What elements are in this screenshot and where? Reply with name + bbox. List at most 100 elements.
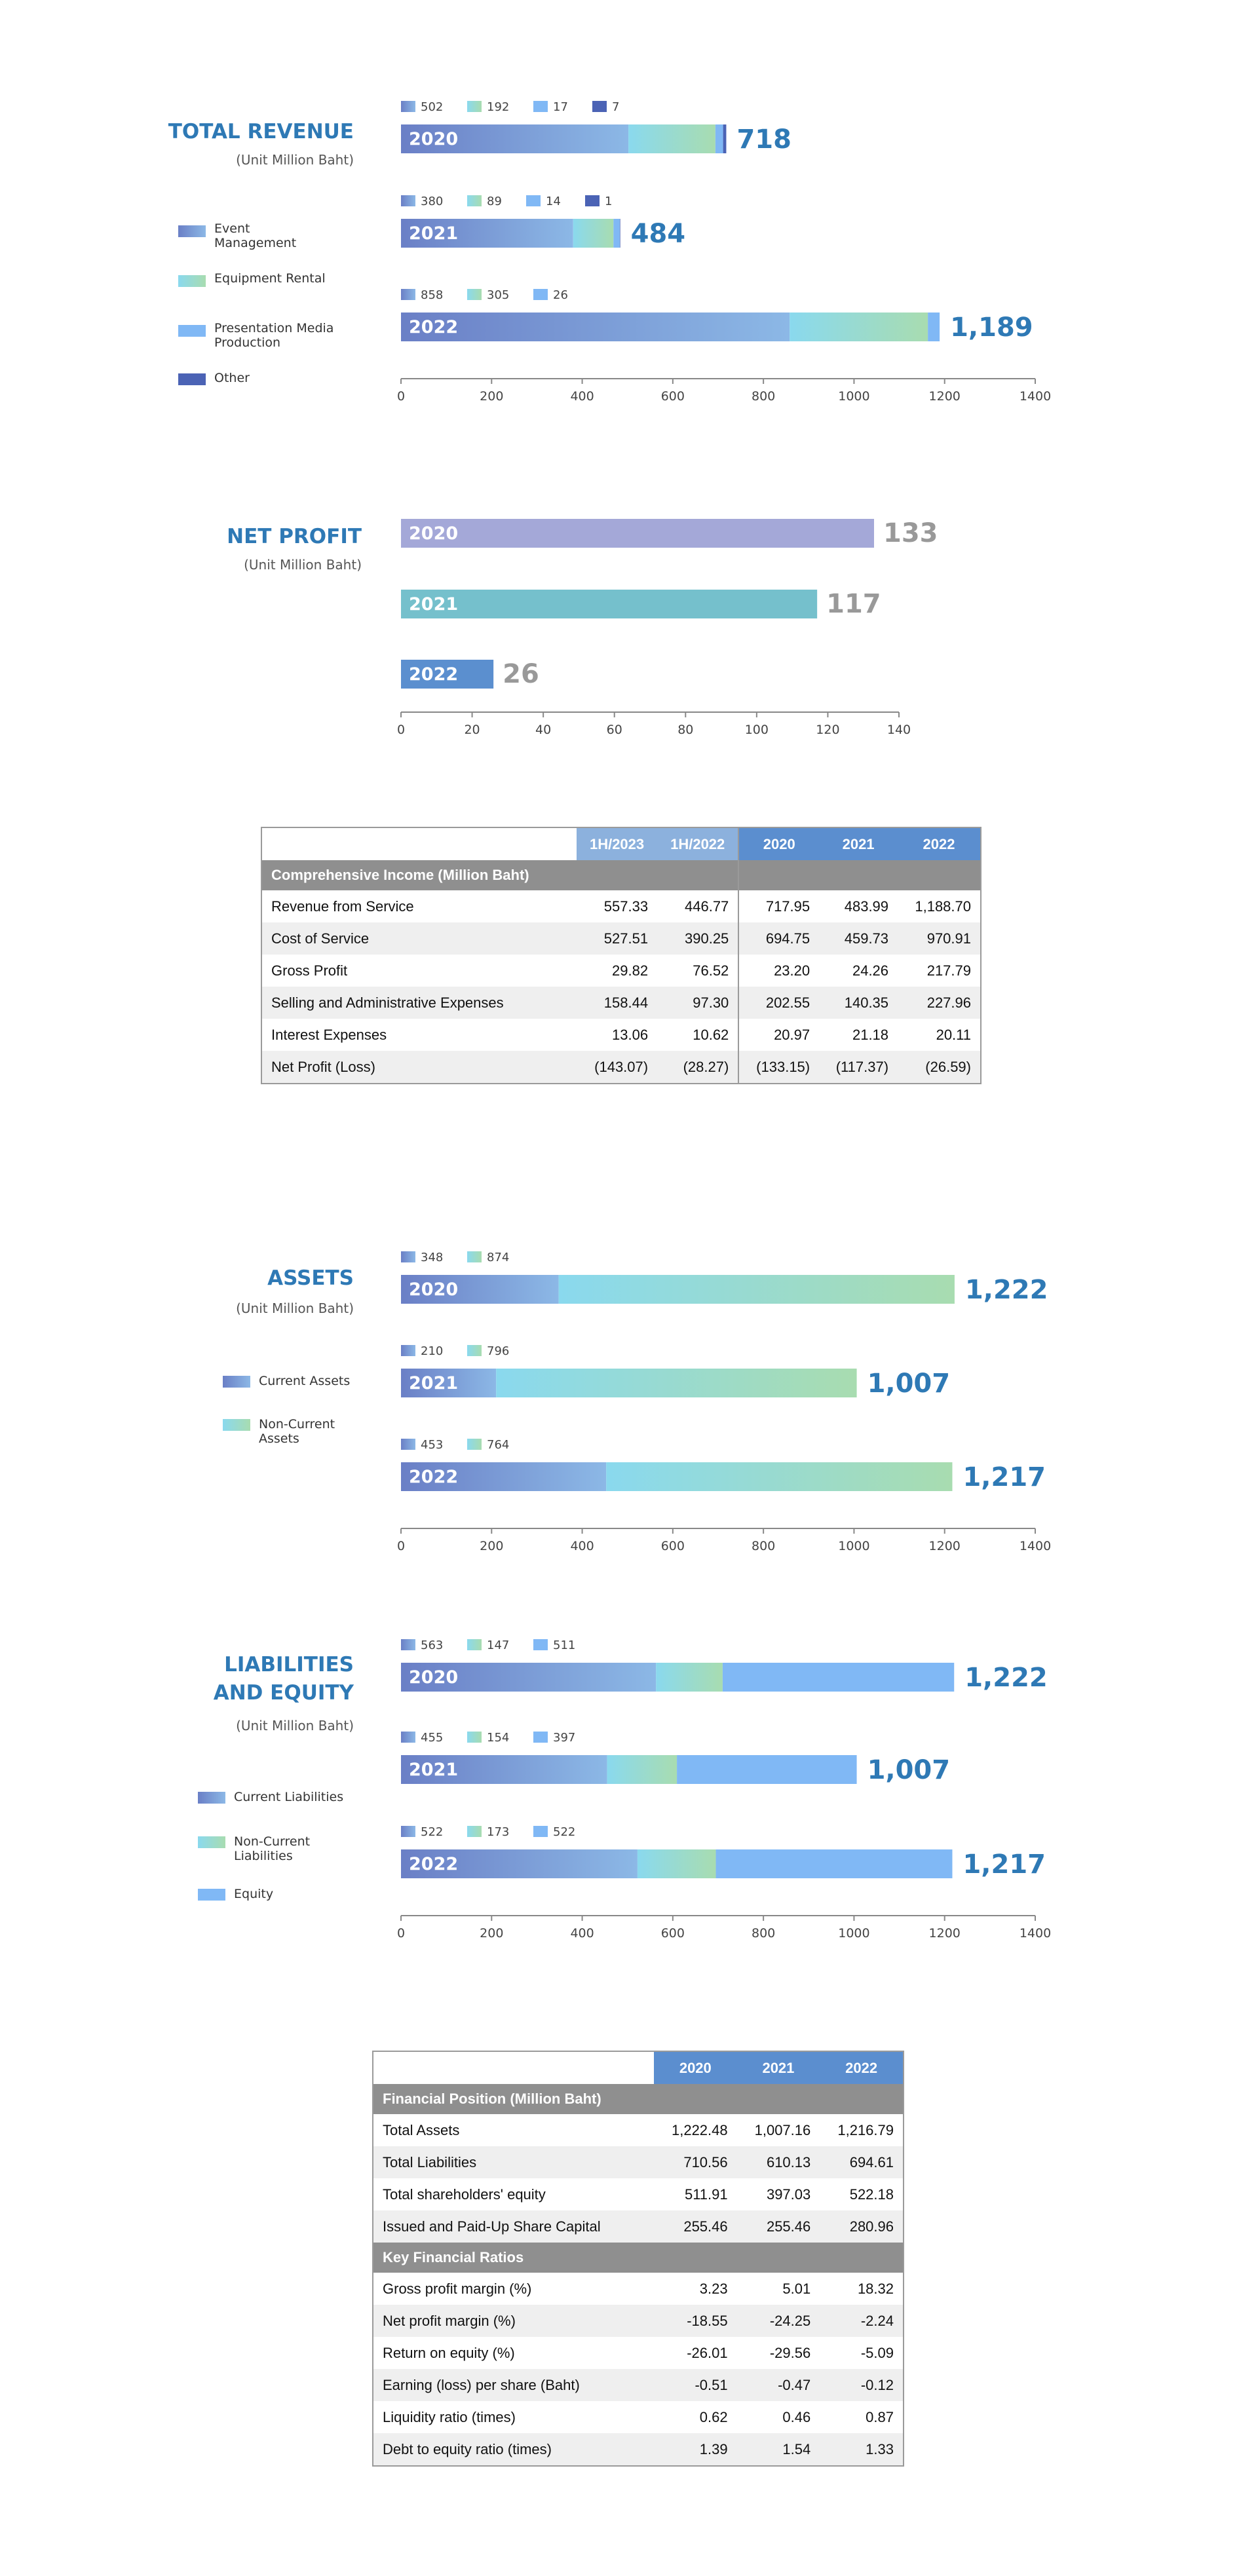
x-tick-label: 1400 [1020,1539,1051,1553]
mini-legend-swatch [467,1732,482,1743]
x-tick-label: 120 [816,723,839,737]
assets-chart: 348 874 2020 1,222 210 796 2021 1,007 453 764 2022… [397,1251,1051,1553]
col-2022: 2022 [898,827,981,860]
mini-legend-swatch [533,1639,548,1650]
bar-segment [401,219,573,248]
x-tick-label: 20 [464,723,480,737]
mini-legend-value: 14 [546,195,561,208]
bar-segment [656,1663,723,1692]
table-row: Gross profit margin (%) 3.23 5.01 18.32 [383,2280,894,2297]
mini-legend-value: 7 [612,100,619,114]
col-2021: 2021 [736,2051,820,2084]
bar-category-label: 2020 [409,523,458,544]
mini-legend-swatch [401,1439,415,1450]
table-row: Total Liabilities 710.56 610.13 694.61 [373,2146,904,2178]
table-row: Cost of Service 527.51 390.25 694.75 459.73 9… [261,922,981,955]
x-tick-label: 1400 [1020,389,1051,404]
bar-total-label: 1,007 [867,1369,951,1399]
section-row: Key Financial Ratios [373,2243,904,2273]
table-row: Interest Expenses 13.06 10.62 20.97 21.18 20.… [261,1019,981,1051]
x-tick-label: 1000 [838,1539,869,1553]
mini-legend-value: 154 [487,1731,509,1745]
table-row: Total shareholders' equity 511.91 397.03 52… [383,2186,894,2203]
bar-segment [401,1849,638,1878]
mini-legend-swatch [526,195,541,206]
liabilities-title-line2: AND EQUITY [213,1681,354,1705]
col-1h2022: 1H/2022 [657,827,739,860]
section-row: Financial Position (Million Baht) [373,2084,904,2114]
x-tick-label: 0 [397,1539,405,1553]
mini-legend-value: 563 [421,1638,443,1652]
table-row: Selling and Administrative Expenses 158.4… [261,987,981,1019]
mini-legend-swatch [467,1439,482,1450]
x-tick-label: 40 [535,723,551,737]
mini-legend-value: 455 [421,1731,443,1745]
x-tick-label: 200 [480,1926,503,1941]
bar-segment [401,1275,559,1304]
mini-legend-swatch [401,1732,415,1743]
revenue-title: TOTAL REVENUE [168,120,354,143]
table-row: Return on equity (%) -26.01 -29.56 -5.09 [383,2344,894,2361]
x-tick-label: 1200 [929,1539,961,1553]
mini-legend-value: 796 [487,1344,509,1358]
bar-category-label: 2020 [409,1667,458,1688]
mini-legend-swatch [533,1826,548,1837]
bar-category-label: 2020 [409,129,458,149]
bar-segment [723,124,727,153]
bar-total-label: 1,217 [963,1849,1046,1880]
x-tick-label: 800 [752,389,775,404]
bar-segment [401,124,629,153]
x-tick-label: 400 [570,1539,594,1553]
bar [401,519,874,548]
col-2022: 2022 [820,2051,904,2084]
mini-legend-swatch [467,101,482,112]
mini-legend-value: 89 [487,195,502,208]
mini-legend-value: 858 [421,288,443,302]
income-table: 1H/2023 1H/2022 2020 2021 2022 Comprehen… [261,827,982,1084]
x-tick-label: 800 [752,1539,775,1553]
mini-legend-value: 26 [553,288,568,302]
bar-segment [637,1849,716,1878]
bar-total-label: 1,189 [950,313,1033,343]
bar-segment [677,1755,857,1784]
mini-legend-swatch [467,1345,482,1356]
bar [401,590,818,618]
x-tick-label: 80 [677,723,693,737]
bar-segment [558,1275,955,1304]
table-header-row: 2020 2021 2022 [373,2051,904,2084]
mini-legend-swatch [401,1826,415,1837]
net-profit-chart: 2020 133 2021 117 2022 26 0 20 40 60 80 100 120 140 [397,518,938,737]
bar-category-label: 2021 [409,1373,458,1393]
assets-title: ASSETS [267,1266,354,1290]
section-row: Comprehensive Income (Million Baht) [261,860,981,890]
bar-category-label: 2022 [409,664,458,685]
x-tick-label: 200 [480,1539,503,1553]
mini-legend-swatch [401,101,415,112]
x-tick-label: 400 [570,389,594,404]
position-table: 2020 2021 2022 Financial Position (Milli… [372,2051,904,2467]
bar-segment [715,124,723,153]
bar-segment [573,219,614,248]
bar-category-label: 2021 [409,223,458,244]
bar-total-label: 1,217 [963,1462,1046,1492]
bar-segment [790,313,928,341]
mini-legend-value: 173 [487,1825,509,1839]
bar-category-label: 2022 [409,1467,458,1487]
bar-segment [401,1755,607,1784]
bar [401,660,494,689]
mini-legend-value: 522 [553,1825,575,1839]
mini-legend-value: 147 [487,1638,509,1652]
mini-legend-value: 17 [553,100,568,114]
liabilities-chart: 563 147 511 2020 1,222 455 154 397 2021 1,007 522 1… [397,1638,1051,1941]
assets-unit: (Unit Million Baht) [236,1300,354,1316]
mini-legend-value: 502 [421,100,443,114]
mini-legend-swatch [585,195,600,206]
mini-legend-swatch [467,1639,482,1650]
revenue-unit: (Unit Million Baht) [236,152,354,168]
x-tick-label: 140 [887,723,911,737]
mini-legend-swatch [401,289,415,300]
bar-total-label: 1,222 [965,1275,1048,1305]
col-2020: 2020 [738,827,820,860]
bar-segment [401,313,790,341]
x-tick-label: 1200 [929,1926,961,1941]
